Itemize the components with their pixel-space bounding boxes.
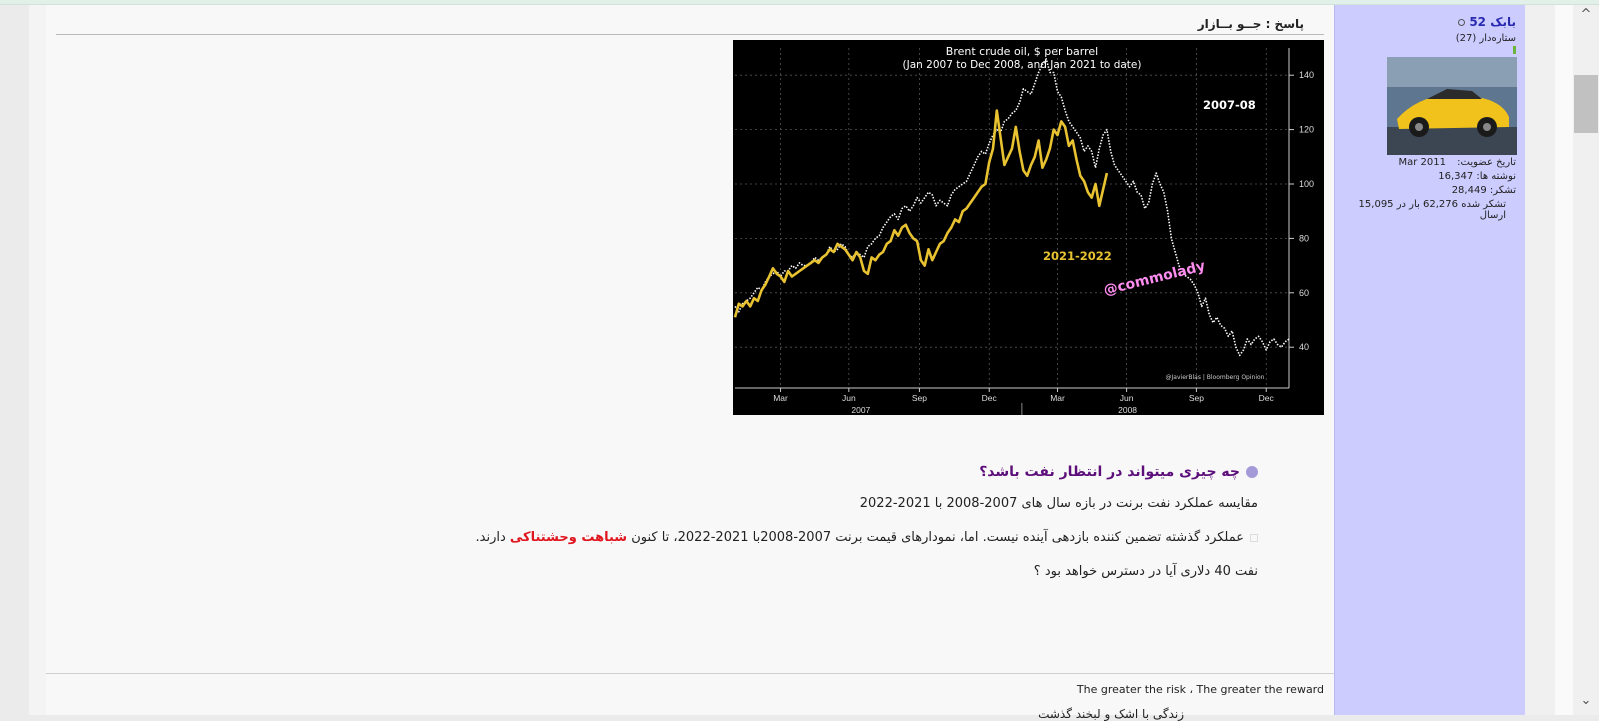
y-tick-label: 60: [1299, 288, 1309, 298]
online-status-icon: [1458, 19, 1466, 26]
scroll-down-icon[interactable]: ⌄: [1580, 693, 1592, 708]
reputation-bar: [1513, 46, 1516, 54]
signature-text: The greater the risk ، The greater the r…: [1076, 683, 1324, 696]
signature-divider: [46, 673, 1334, 674]
x-tick-label: Jun: [1120, 393, 1134, 403]
x-tick-label: Jun: [842, 393, 856, 403]
y-tick-label: 100: [1299, 179, 1314, 189]
annotation-2021-2022: 2021-2022: [1043, 249, 1112, 263]
thanked-summary: تشکر شده 62,276 بار در 15,095 ارسال: [1358, 199, 1506, 221]
scrollbar[interactable]: ^ ⌄: [1555, 5, 1599, 715]
x-tick-label: Sep: [1189, 393, 1204, 403]
x-year-label: 2008: [1118, 405, 1137, 415]
paragraph-1: مقایسه عملکرد نفت برنت در بازه سال های 2…: [859, 496, 1258, 511]
x-tick-label: Mar: [1050, 393, 1065, 403]
title-divider: [56, 34, 1324, 35]
paragraph-3: نفت 40 دلاری آیا در دسترس خواهد بود ؟: [1033, 564, 1258, 579]
user-sidebar: بابک 52 ستاره‌دار (27) تاریخ عضویت: Mar …: [1334, 5, 1526, 715]
username-link[interactable]: بابک 52: [1458, 15, 1516, 29]
x-tick-label: Mar: [773, 393, 788, 403]
y-tick-label: 120: [1299, 125, 1314, 135]
user-avatar[interactable]: [1387, 57, 1517, 155]
post-count: نوشته ها: 16,347: [1438, 171, 1516, 182]
y-tick-label: 40: [1299, 342, 1309, 352]
brent-chart-svg: 40 60 80 100 120 140 Mar Jun Sep Dec Mar Jun Sep Dec 2…: [733, 45, 1314, 415]
bullet-icon: [1246, 466, 1258, 478]
left-margin: [0, 5, 47, 715]
x-tick-label: Dec: [1259, 393, 1275, 403]
x-tick-label: Sep: [912, 393, 927, 403]
signature-text-2: زندگی با اشک و لبخند گذشت: [1038, 707, 1184, 721]
post-heading: چه چیزی میتواند در انتظار نفت باشد؟: [979, 464, 1258, 480]
right-margin: [1525, 5, 1555, 715]
x-tick-label: Dec: [982, 393, 998, 403]
join-date: تاریخ عضویت: Mar 2011: [1398, 157, 1516, 168]
user-rank: ستاره‌دار (27): [1455, 33, 1516, 44]
post-body: پاسخ : جــو بــازار 40 60 80 100 120 140 Mar Ju…: [46, 5, 1334, 721]
series-line-2007-08: [734, 58, 1290, 357]
chart-subtitle: (Jan 2007 to Dec 2008, and Jan 2021 to d…: [903, 59, 1142, 71]
car-avatar-icon: [1387, 57, 1517, 155]
list-bullet-icon: [1250, 533, 1258, 542]
annotation-2007-08: 2007-08: [1203, 98, 1256, 112]
thanks-count: تشکر: 28,449: [1451, 185, 1516, 196]
series-line-2021-2022: [733, 109, 1109, 318]
chart-title: Brent crude oil, $ per barrel: [946, 45, 1098, 58]
scrollbar-thumb[interactable]: [1574, 75, 1598, 133]
brent-chart-image: 40 60 80 100 120 140 Mar Jun Sep Dec Mar Jun Sep Dec 2…: [733, 40, 1324, 415]
chart-credit: @JavierBlas | Bloomberg Opinion: [1166, 374, 1265, 381]
top-border: [0, 0, 1599, 5]
scroll-up-icon[interactable]: ^: [1580, 7, 1592, 22]
x-year-label: 2007: [851, 405, 870, 415]
post-title: پاسخ : جــو بــازار: [1197, 17, 1304, 31]
y-tick-label: 140: [1299, 70, 1314, 80]
y-tick-label: 80: [1299, 233, 1309, 243]
highlight-text: شباهت وحشتناکی: [509, 530, 628, 545]
paragraph-2: عملکرد گذشته تضمین کننده بازدهی آینده نی…: [476, 530, 1258, 545]
